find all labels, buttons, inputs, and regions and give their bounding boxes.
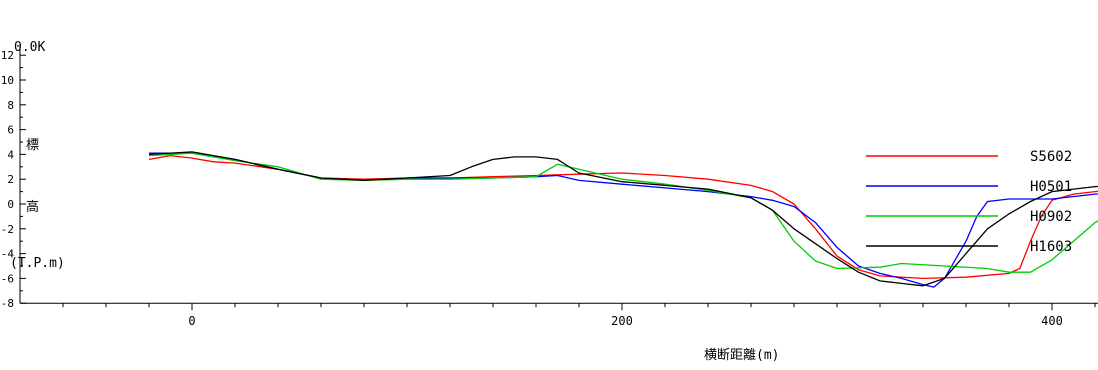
series-lines <box>148 151 1098 288</box>
series-line-h1603 <box>148 151 1098 287</box>
y-axis-label-bottom: 高 <box>26 200 40 215</box>
y-tick-label: 10 <box>1 74 14 87</box>
y-tick-label: 8 <box>7 99 14 112</box>
legend-label: H0902 <box>1030 209 1072 225</box>
legend-label: H0501 <box>1030 179 1072 195</box>
legend-label: H1603 <box>1030 239 1072 255</box>
x-tick-label: 0 <box>188 314 195 328</box>
y-tick-label: -4 <box>1 248 15 261</box>
y-axis-unit: (T.P.m) <box>10 256 65 271</box>
series-line-h0902 <box>148 152 1098 273</box>
y-axis-label-top: 標 <box>26 138 40 153</box>
x-tick-label: 400 <box>1041 314 1063 328</box>
y-tick-label: -2 <box>1 223 14 236</box>
y-tick-label: -6 <box>1 272 14 285</box>
legend: S5602 H0501 H0902 H1603 <box>866 149 1072 255</box>
x-axis-label: 横断距離(m) <box>704 348 780 363</box>
chart-title: 0.0K <box>14 40 46 55</box>
y-tick-label: 0 <box>7 198 14 211</box>
series-line-h0501 <box>149 152 1098 288</box>
y-tick-label: -8 <box>1 297 14 310</box>
y-tick-label: 6 <box>7 124 14 137</box>
x-tick-label: 200 <box>611 314 633 328</box>
legend-label: S5602 <box>1030 149 1072 165</box>
y-tick-label: 12 <box>1 49 14 62</box>
series-line-s5602 <box>148 154 1098 280</box>
y-tick-label: 4 <box>7 148 14 161</box>
y-tick-label: 2 <box>7 173 14 186</box>
